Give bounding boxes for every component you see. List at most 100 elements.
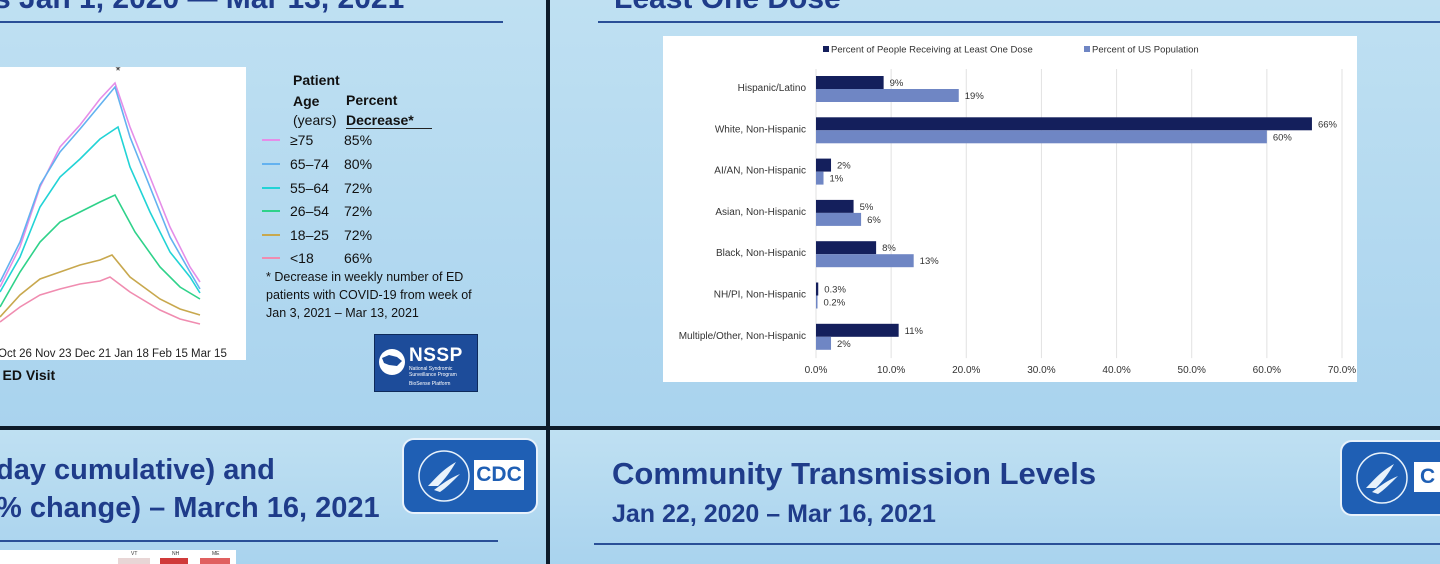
legend-age: ≥75 — [290, 132, 314, 148]
cdc-logo: C — [1340, 440, 1440, 516]
map-region — [200, 558, 230, 564]
bar — [816, 199, 854, 213]
panel-title: s Jan 1, 2020 — Mar 13, 2021 — [0, 0, 404, 16]
nssp-logo: NSSP National Syndromic Surveillance Pro… — [374, 334, 478, 392]
bar-chart-card: 0.0% 10.0% 20.0% 30.0% 40.0% 50.0% 60.0% 70.0% H… — [663, 36, 1357, 382]
legend-header-patient: Patient — [293, 72, 340, 88]
legend-label-population: Percent of US Population — [1092, 45, 1199, 56]
bar — [816, 282, 819, 296]
legend-percent: 72% — [344, 203, 373, 219]
nssp-logo-platform: BioSense Platform — [409, 381, 451, 387]
cdc-logo: CDC — [402, 438, 538, 514]
legend-age: 65–74 — [290, 156, 329, 172]
data-label: 60% — [1273, 132, 1293, 143]
legend-row: 26–54 72% — [262, 202, 372, 220]
ed-visits-line-chart: * Oct 26 Nov 23 Dec 21 Jan 18 Feb 15 Mar… — [0, 63, 227, 360]
vaccination-bar-chart: 0.0% 10.0% 20.0% 30.0% 40.0% 50.0% 60.0% 70.0% H… — [679, 45, 1357, 377]
globe-icon — [379, 349, 405, 375]
panel-title: Community Transmission Levels — [612, 456, 1097, 491]
legend-swatch-dose — [823, 46, 829, 52]
x-tick-label: 30.0% — [1027, 365, 1055, 376]
legend-header-percent: Percent — [346, 92, 398, 108]
map-state-label: ME — [212, 551, 220, 557]
x-tick-label: 60.0% — [1253, 365, 1281, 376]
line-age-18-25 — [0, 254, 201, 318]
legend-age: <18 — [290, 250, 314, 266]
legend-swatch — [262, 163, 280, 165]
bar — [816, 171, 824, 185]
map-region — [118, 558, 150, 564]
data-label: 11% — [905, 326, 924, 337]
x-tick-label: 70.0% — [1328, 365, 1356, 376]
bar — [816, 295, 818, 309]
line-age-65-74 — [0, 85, 201, 290]
legend-percent: 85% — [344, 132, 373, 148]
title-rule — [594, 543, 1440, 545]
map-region — [160, 558, 188, 564]
legend-swatch — [262, 210, 280, 212]
x-tick-label: 10.0% — [877, 365, 905, 376]
line-chart-card: * Oct 26 Nov 23 Dec 21 Jan 18 Feb 15 Mar… — [0, 63, 246, 360]
line-age-26-54 — [0, 193, 201, 308]
legend-percent: 66% — [344, 250, 373, 266]
bar — [816, 158, 832, 172]
data-label: 2% — [837, 339, 851, 350]
legend-swatch-population — [1084, 46, 1090, 52]
legend-age: 18–25 — [290, 227, 329, 243]
data-label: 2% — [837, 161, 851, 172]
category-label: Hispanic/Latino — [738, 83, 807, 94]
panel-ed-visits: s Jan 1, 2020 — Mar 13, 2021 * Oct 26 No… — [0, 0, 546, 426]
x-tick-label: 0.0% — [805, 365, 828, 376]
nssp-logo-text: NSSP — [409, 345, 463, 366]
legend-row: 55–64 72% — [262, 179, 372, 197]
legend-percent: 80% — [344, 156, 373, 172]
nssp-logo-subtitle: National Syndromic Surveillance Program — [409, 366, 457, 378]
cdc-logo-text: CDC — [474, 460, 524, 490]
data-label: 0.3% — [824, 285, 846, 296]
data-label: 6% — [867, 215, 881, 226]
legend-header-years: (years) — [293, 112, 337, 128]
category-label: Asian, Non-Hispanic — [715, 207, 806, 218]
map-state-label: NH — [172, 551, 180, 557]
panel-vaccination: Least One Dose 0.0% 10.0% 20.0% 30.0% 40.0% 5… — [550, 0, 1440, 426]
x-tick-label: 40.0% — [1102, 365, 1130, 376]
legend-row: 65–74 80% — [262, 155, 372, 173]
title-rule — [0, 540, 498, 542]
category-label: Multiple/Other, Non-Hispanic — [679, 331, 806, 342]
category-label: AI/AN, Non-Hispanic — [714, 166, 806, 177]
line-age-55-64 — [0, 125, 201, 294]
legend-row: <18 66% — [262, 249, 372, 267]
legend-row: ≥75 85% — [262, 131, 372, 149]
panel-subtitle: Jan 22, 2020 – Mar 16, 2021 — [612, 500, 936, 528]
x-axis-label: f ED Visit — [0, 367, 56, 383]
title-rule — [0, 21, 503, 23]
legend-swatch — [262, 187, 280, 189]
title-rule — [598, 21, 1440, 23]
legend-swatch — [262, 234, 280, 236]
legend-swatch — [262, 257, 280, 259]
category-label: NH/PI, Non-Hispanic — [714, 290, 806, 301]
legend-percent: 72% — [344, 180, 373, 196]
bar — [816, 130, 1267, 144]
panel-title-line-1: day cumulative) and — [0, 454, 275, 486]
map-state-label: VT — [131, 551, 138, 557]
x-axis-tick-labels: Oct 26 Nov 23 Dec 21 Jan 18 Feb 15 Mar 1… — [0, 348, 227, 360]
bar — [816, 323, 899, 337]
legend-age: 55–64 — [290, 180, 329, 196]
bar — [816, 241, 877, 255]
data-label: 1% — [830, 174, 844, 185]
data-label: 9% — [890, 78, 904, 89]
x-tick-label: 20.0% — [952, 365, 980, 376]
hhs-eagle-icon — [418, 450, 470, 502]
data-label: 8% — [882, 243, 896, 254]
legend-percent: 72% — [344, 227, 373, 243]
data-label: 13% — [920, 256, 940, 267]
bar — [816, 76, 884, 89]
panel-cases-map: day cumulative) and % change) – March 16… — [0, 430, 546, 564]
panel-title-line-2: % change) – March 16, 2021 — [0, 492, 380, 524]
peak-asterisk: * — [115, 67, 120, 78]
bar — [816, 336, 832, 350]
panel-title: Least One Dose — [614, 0, 841, 16]
bar — [816, 212, 862, 226]
legend-row: 18–25 72% — [262, 226, 372, 244]
